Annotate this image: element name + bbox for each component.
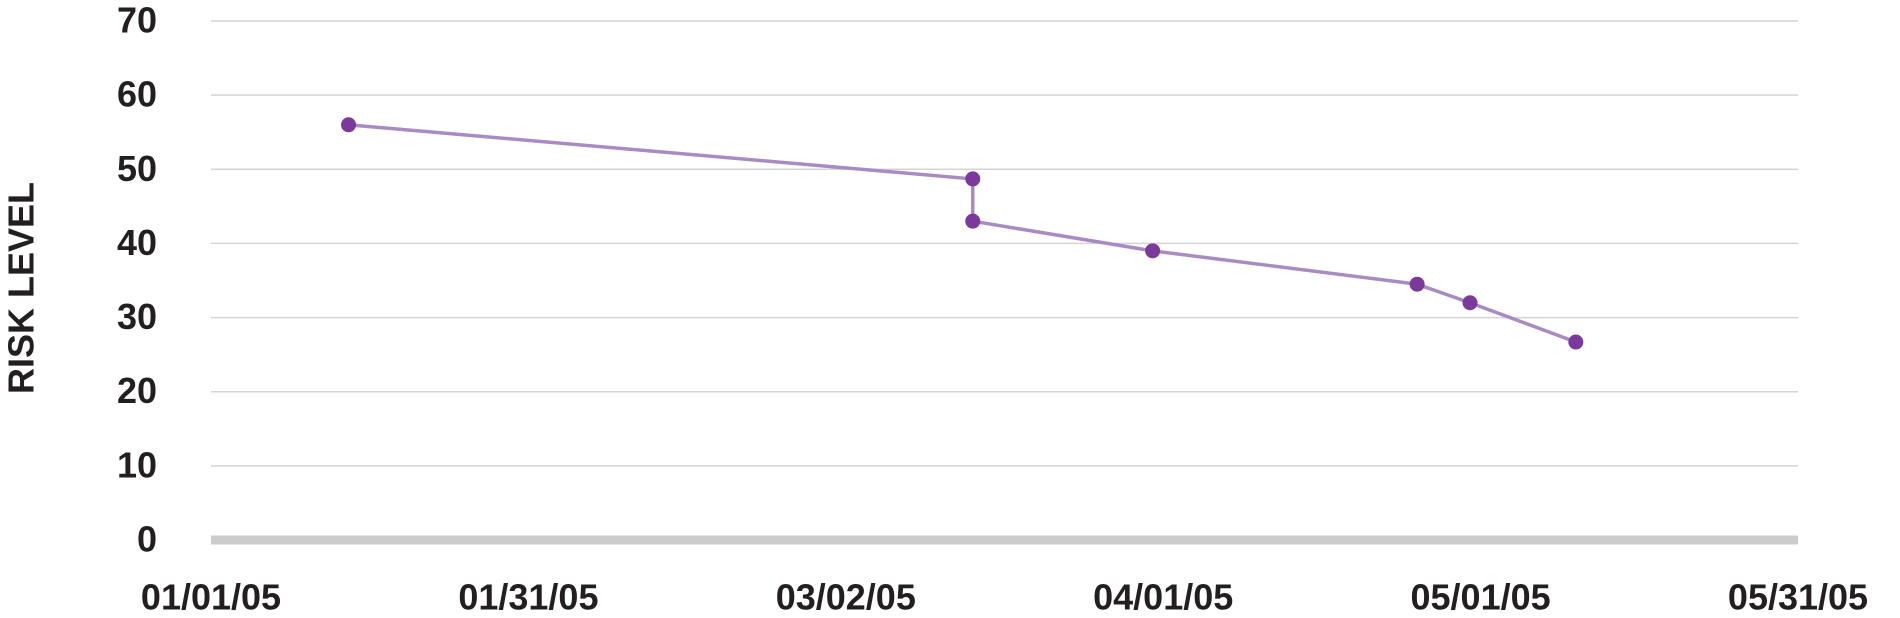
data-point <box>341 117 357 133</box>
y-tick-label: 30 <box>117 296 157 337</box>
x-tick-label: 05/31/05 <box>1728 577 1868 618</box>
y-tick-label: 40 <box>117 222 157 263</box>
data-line <box>348 123 1577 344</box>
y-tick-label: 0 <box>137 519 157 560</box>
x-tick-label: 01/01/05 <box>141 577 281 618</box>
y-axis-title: RISK LEVEL <box>1 182 42 394</box>
y-tick-label: 70 <box>117 0 157 41</box>
data-point <box>1409 276 1425 292</box>
x-tick-label: 01/31/05 <box>458 577 598 618</box>
data-point <box>965 213 981 229</box>
x-tick-label: 05/01/05 <box>1411 577 1551 618</box>
data-point <box>1462 295 1478 311</box>
y-tick-label: 20 <box>117 370 157 411</box>
x-tick-label: 04/01/05 <box>1093 577 1233 618</box>
y-tick-label: 10 <box>117 444 157 485</box>
data-point <box>965 171 981 187</box>
y-tick-label: 60 <box>117 74 157 115</box>
data-point <box>1568 334 1584 350</box>
y-tick-label: 50 <box>117 148 157 189</box>
x-tick-label: 03/02/05 <box>776 577 916 618</box>
data-point <box>1145 243 1161 259</box>
